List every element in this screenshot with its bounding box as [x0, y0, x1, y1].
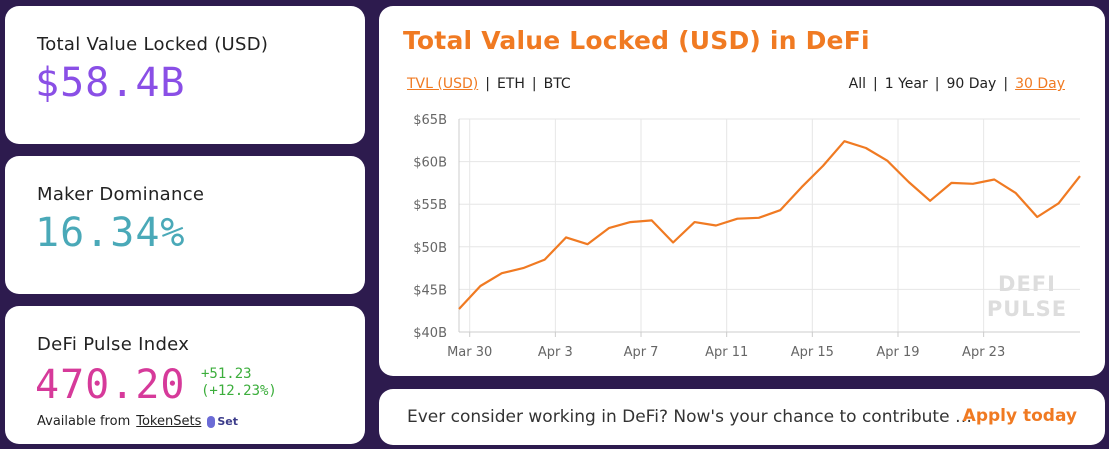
availability-note: Available from TokenSets Set	[37, 414, 238, 429]
toggle-separator: |	[1003, 76, 1009, 92]
maker-dominance-value: 16.34%	[35, 210, 186, 256]
toggle-separator: |	[934, 76, 940, 92]
index-label: DeFi Pulse Index	[37, 334, 190, 355]
x-tick-label: Apr 15	[791, 345, 834, 360]
range-option-1-year[interactable]: 1 Year	[884, 76, 928, 92]
defi-pulse-index-card: DeFi Pulse Index 470.20 +51.23 (+12.23%)…	[5, 306, 365, 444]
tvl-chart-card: Total Value Locked (USD) in DeFi TVL (US…	[379, 6, 1105, 376]
y-tick-label: $55B	[413, 198, 447, 213]
x-tick-label: Apr 7	[624, 345, 659, 360]
x-tick-label: Apr 19	[876, 345, 919, 360]
tokensets-link[interactable]: TokenSets	[136, 414, 202, 429]
toggle-separator: |	[873, 76, 878, 92]
available-from-label: Available from	[37, 414, 131, 429]
watermark-defi: DEFI	[998, 272, 1056, 296]
x-tick-label: Mar 30	[447, 345, 492, 360]
unit-option-tvl-usd[interactable]: TVL (USD)	[407, 76, 479, 92]
index-change: +51.23	[201, 366, 252, 382]
toggle-separator: |	[485, 76, 490, 92]
apply-today-link[interactable]: Apply today	[962, 406, 1077, 426]
range-option-90-day[interactable]: 90 Day	[946, 76, 997, 92]
maker-dominance-card: Maker Dominance 16.34%	[5, 156, 365, 294]
chart-title: Total Value Locked (USD) in DeFi	[403, 26, 870, 55]
tvl-line-chart: $40B $45B $50B $55B $60B $65B Mar 30 Apr 3 Apr 7…	[413, 113, 1081, 360]
y-tick-label: $45B	[413, 283, 447, 298]
unit-toggle: TVL (USD) | ETH | BTC	[407, 76, 571, 92]
set-logo-icon: Set	[207, 415, 238, 428]
x-tick-label: Apr 11	[705, 345, 748, 360]
range-toggle: All | 1 Year | 90 Day | 30 Day	[849, 76, 1065, 92]
unit-option-eth[interactable]: ETH	[496, 76, 525, 92]
toggle-separator: |	[531, 76, 537, 92]
y-tick-label: $50B	[413, 241, 447, 256]
y-tick-label: $40B	[413, 326, 447, 341]
x-tick-label: Apr 3	[538, 345, 573, 360]
range-option-30-day[interactable]: 30 Day	[1015, 76, 1065, 92]
watermark-pulse: PULSE	[987, 297, 1067, 321]
banner-text: Ever consider working in DeFi? Now's you…	[407, 407, 972, 427]
x-tick-label: Apr 23	[962, 345, 1005, 360]
range-option-all[interactable]: All	[848, 76, 866, 92]
index-change-percent: (+12.23%)	[201, 383, 277, 399]
unit-option-btc[interactable]: BTC	[543, 76, 571, 92]
tvl-card: Total Value Locked (USD) $58.4B	[5, 6, 365, 144]
tvl-value: $58.4B	[35, 60, 186, 106]
tvl-series-line	[458, 140, 1081, 310]
tvl-label: Total Value Locked (USD)	[37, 34, 269, 55]
maker-dominance-label: Maker Dominance	[37, 184, 205, 205]
y-tick-label: $65B	[413, 113, 447, 128]
careers-banner: Ever consider working in DeFi? Now's you…	[379, 389, 1105, 445]
y-tick-label: $60B	[413, 156, 447, 171]
index-value: 470.20	[35, 362, 186, 408]
